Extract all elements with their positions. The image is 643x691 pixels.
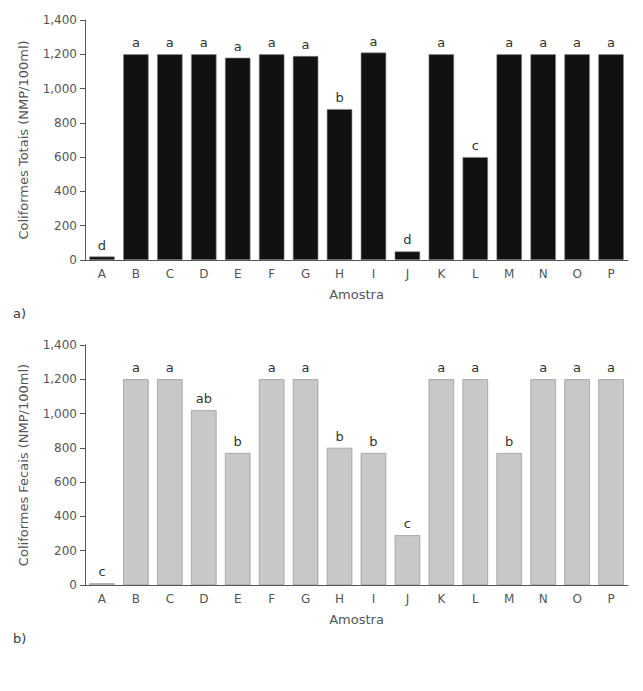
svg-text:C: C bbox=[166, 267, 174, 281]
svg-text:a: a bbox=[607, 360, 615, 375]
svg-text:D: D bbox=[199, 267, 208, 281]
svg-text:L: L bbox=[472, 267, 479, 281]
svg-text:a: a bbox=[505, 35, 513, 50]
svg-text:a: a bbox=[132, 35, 140, 50]
svg-text:P: P bbox=[607, 592, 614, 606]
svg-text:1,400: 1,400 bbox=[43, 338, 77, 352]
svg-text:H: H bbox=[335, 267, 344, 281]
svg-text:a: a bbox=[268, 35, 276, 50]
svg-text:O: O bbox=[572, 592, 581, 606]
svg-text:G: G bbox=[301, 592, 310, 606]
svg-text:I: I bbox=[372, 267, 376, 281]
svg-text:a: a bbox=[132, 360, 140, 375]
svg-text:Amostra: Amostra bbox=[329, 287, 384, 302]
svg-text:a: a bbox=[573, 360, 581, 375]
svg-text:F: F bbox=[268, 267, 275, 281]
svg-text:b: b bbox=[234, 434, 242, 449]
svg-text:a: a bbox=[369, 34, 377, 49]
svg-text:I: I bbox=[372, 592, 376, 606]
svg-text:600: 600 bbox=[54, 475, 77, 489]
svg-text:1,200: 1,200 bbox=[43, 372, 77, 386]
svg-text:a: a bbox=[302, 360, 310, 375]
svg-text:a: a bbox=[268, 360, 276, 375]
svg-text:200: 200 bbox=[54, 544, 77, 558]
svg-text:a: a bbox=[539, 360, 547, 375]
svg-text:H: H bbox=[335, 592, 344, 606]
svg-text:A: A bbox=[98, 267, 107, 281]
svg-text:b: b bbox=[369, 434, 377, 449]
svg-text:b): b) bbox=[13, 631, 26, 646]
svg-text:F: F bbox=[268, 592, 275, 606]
svg-text:a: a bbox=[573, 35, 581, 50]
svg-text:A: A bbox=[98, 592, 107, 606]
svg-text:1,200: 1,200 bbox=[43, 47, 77, 61]
svg-text:0: 0 bbox=[69, 253, 77, 267]
svg-text:400: 400 bbox=[54, 509, 77, 523]
svg-text:1,400: 1,400 bbox=[43, 13, 77, 27]
svg-text:a: a bbox=[607, 35, 615, 50]
svg-text:E: E bbox=[234, 267, 242, 281]
svg-text:E: E bbox=[234, 592, 242, 606]
svg-text:D: D bbox=[199, 592, 208, 606]
svg-text:c: c bbox=[98, 564, 105, 579]
svg-text:800: 800 bbox=[54, 116, 77, 130]
svg-text:B: B bbox=[132, 592, 140, 606]
svg-text:K: K bbox=[437, 592, 446, 606]
svg-text:ab: ab bbox=[196, 391, 212, 406]
svg-text:600: 600 bbox=[54, 150, 77, 164]
svg-text:1,000: 1,000 bbox=[43, 407, 77, 421]
svg-text:G: G bbox=[301, 267, 310, 281]
svg-text:P: P bbox=[607, 267, 614, 281]
svg-text:M: M bbox=[504, 267, 514, 281]
svg-text:a: a bbox=[471, 360, 479, 375]
svg-text:N: N bbox=[539, 267, 548, 281]
svg-text:b: b bbox=[505, 434, 513, 449]
svg-text:200: 200 bbox=[54, 219, 77, 233]
svg-text:800: 800 bbox=[54, 441, 77, 455]
svg-text:Coliformes Totais (NMP/100ml): Coliformes Totais (NMP/100ml) bbox=[16, 40, 31, 239]
svg-text:a: a bbox=[166, 35, 174, 50]
svg-text:M: M bbox=[504, 592, 514, 606]
svg-text:a: a bbox=[437, 360, 445, 375]
svg-text:a: a bbox=[234, 39, 242, 54]
svg-text:a: a bbox=[539, 35, 547, 50]
svg-text:a: a bbox=[166, 360, 174, 375]
svg-text:d: d bbox=[403, 232, 411, 247]
svg-text:b: b bbox=[335, 429, 343, 444]
svg-text:C: C bbox=[166, 592, 174, 606]
svg-text:400: 400 bbox=[54, 184, 77, 198]
svg-text:a): a) bbox=[13, 306, 26, 321]
svg-text:1,000: 1,000 bbox=[43, 82, 77, 96]
svg-text:c: c bbox=[472, 138, 479, 153]
svg-text:J: J bbox=[405, 267, 410, 281]
svg-text:0: 0 bbox=[69, 578, 77, 592]
svg-text:a: a bbox=[437, 35, 445, 50]
svg-text:N: N bbox=[539, 592, 548, 606]
svg-text:d: d bbox=[98, 238, 106, 253]
svg-text:Coliformes Fecais (NMP/100ml): Coliformes Fecais (NMP/100ml) bbox=[16, 364, 31, 566]
svg-text:a: a bbox=[302, 37, 310, 52]
svg-text:K: K bbox=[437, 267, 446, 281]
svg-text:b: b bbox=[335, 90, 343, 105]
svg-text:c: c bbox=[404, 516, 411, 531]
svg-text:L: L bbox=[472, 592, 479, 606]
svg-text:a: a bbox=[200, 35, 208, 50]
svg-text:Amostra: Amostra bbox=[329, 612, 384, 627]
svg-text:B: B bbox=[132, 267, 140, 281]
svg-text:J: J bbox=[405, 592, 410, 606]
svg-text:O: O bbox=[572, 267, 581, 281]
